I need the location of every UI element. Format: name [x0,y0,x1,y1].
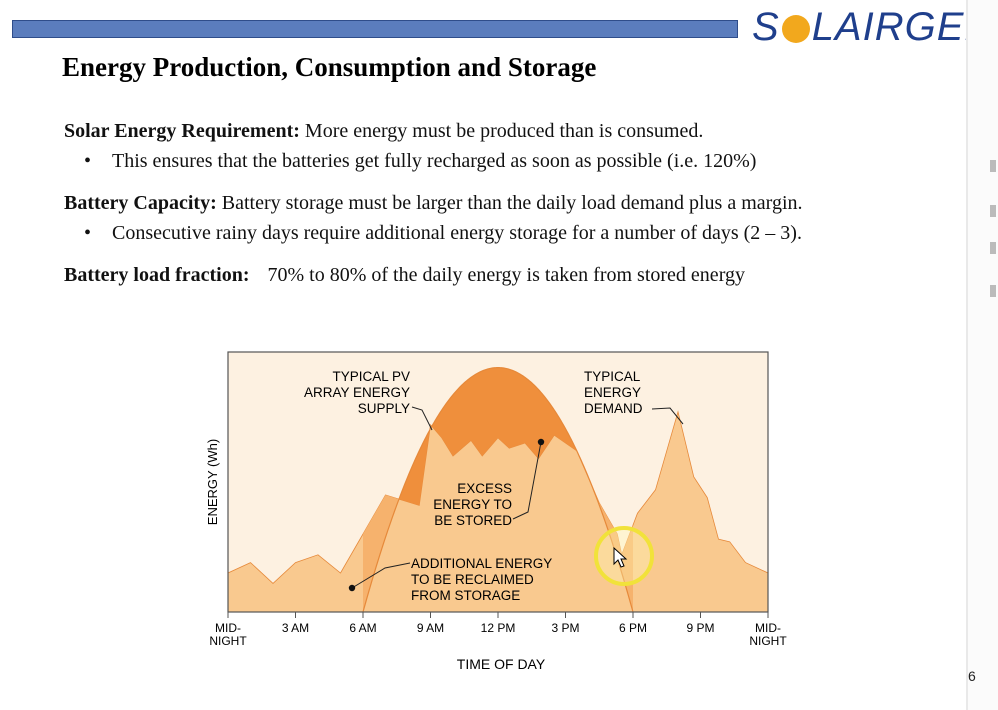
sun-icon [781,15,810,44]
x-tick-label: 9 PM [686,621,714,635]
demand-line-3: DEMAND [584,401,643,416]
fraction-label: Battery load fraction: [64,264,250,286]
bullet-icon: • [84,222,92,244]
x-tick-label: 3 PM [551,621,579,635]
edge-mark [990,285,996,297]
excess-line-1: EXCESS [457,481,512,496]
reclaimed-line-3: FROM STORAGE [411,588,520,603]
annotation-leaders [348,406,684,592]
demand-annotation: TYPICAL ENERGY DEMAND [584,369,643,416]
x-tick-label: MID- [215,621,241,635]
excess-energy-area [363,367,633,555]
y-axis-label: ENERGY (Wh) [205,439,220,525]
requirement-bullet: • This ensures that the batteries get ful… [84,146,964,176]
capacity-label: Battery Capacity: [64,192,217,214]
x-tick-label: 6 AM [349,621,376,635]
edge-mark [990,242,996,254]
pv-supply-leader [411,406,433,431]
reclaimed-line-2: TO BE RECLAIMED [411,572,534,587]
excess-leader [512,441,542,520]
capacity-bullet: • Consecutive rainy days require addition… [84,218,964,248]
requirement-bullet-text: This ensures that the batteries get full… [112,150,757,172]
pv-supply-annotation: TYPICAL PV ARRAY ENERGY SUPPLY [304,369,410,416]
requirement-label: Solar Energy Requirement: [64,120,300,142]
x-axis-label: TIME OF DAY [457,656,546,672]
brand-logo: S LAIRGEN [752,2,994,52]
adjacent-slide-edge [966,0,998,710]
x-tick-label: NIGHT [209,634,247,648]
bullet-icon: • [84,150,92,172]
reclaimed-leader-dot [348,584,356,592]
capacity-text: Battery storage must be larger than the … [216,192,803,214]
excess-line-3: BE STORED [434,513,512,528]
x-tick-label: MID- [755,621,781,635]
slide-body: Solar Energy Requirement: More energy mu… [64,116,964,290]
brand-logo-start: S [752,5,780,49]
reclaimed-line-1: ADDITIONAL ENERGY [411,556,552,571]
reclaimed-annotation: ADDITIONAL ENERGY TO BE RECLAIMED FROM S… [411,556,552,603]
capacity-paragraph: Battery Capacity: Battery storage must b… [64,188,964,218]
header-bar [12,20,738,38]
slide-title: Energy Production, Consumption and Stora… [62,52,597,82]
excess-annotation: EXCESS ENERGY TO BE STORED [433,481,512,528]
pv-supply-line-1: TYPICAL PV [332,369,410,384]
x-tick-label: NIGHT [749,634,787,648]
pv-supply-curve [362,366,634,612]
reclaimed-leader [351,562,411,589]
fraction-text: 70% to 80% of the daily energy is taken … [267,264,745,286]
edge-mark [990,160,996,172]
requirement-paragraph: Solar Energy Requirement: More energy mu… [64,116,964,146]
capacity-bullet-text: Consecutive rainy days require additiona… [112,222,802,244]
x-tick-label: 3 AM [282,621,309,635]
x-tick-label: 9 AM [417,621,444,635]
requirement-text: More energy must be produced than is con… [299,120,704,142]
demand-line-1: TYPICAL [584,369,641,384]
pv-supply-line-2: ARRAY ENERGY [304,385,410,400]
excess-line-2: ENERGY TO [433,497,512,512]
move-cursor-icon [613,546,628,568]
fraction-paragraph: Battery load fraction: 70% to 80% of the … [64,260,964,290]
x-tick-label: 6 PM [619,621,647,635]
cursor-highlight [594,526,654,586]
edge-mark [990,205,996,217]
brand-logo-end: LAIRGEN [811,5,995,49]
pv-supply-line-3: SUPPLY [358,401,410,416]
demand-leader [651,407,684,425]
slide-number: 6 [968,668,976,684]
excess-leader-dot [537,438,545,446]
demand-line-2: ENERGY [584,385,641,400]
x-tick-label: 12 PM [481,621,516,635]
